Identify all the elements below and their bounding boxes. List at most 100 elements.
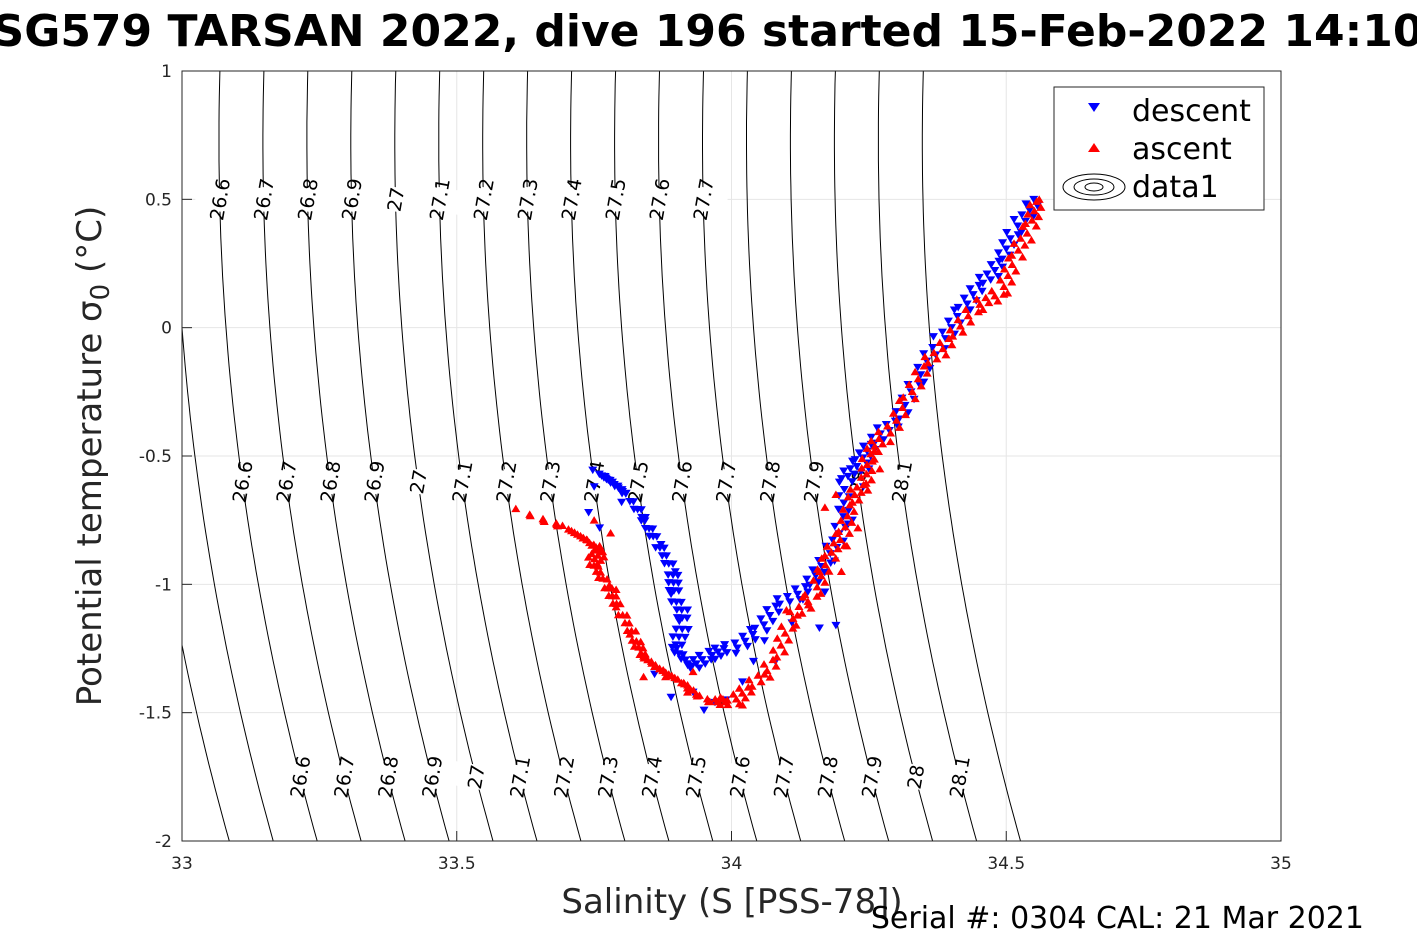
ascent-point bbox=[852, 482, 862, 491]
contour-label-bg bbox=[193, 183, 246, 216]
ascent-point bbox=[744, 675, 754, 684]
descent-point bbox=[808, 566, 818, 574]
ascent-point bbox=[966, 317, 976, 326]
ascent-point bbox=[716, 693, 726, 701]
descent-point bbox=[850, 456, 860, 464]
ascent-point bbox=[829, 538, 839, 547]
y-tick-label: -1 bbox=[155, 575, 172, 595]
ascent-point bbox=[853, 523, 863, 532]
contour-label-bg bbox=[700, 465, 752, 498]
contour-label-bg bbox=[633, 183, 685, 216]
descent-point bbox=[731, 649, 741, 658]
contour-label-bg bbox=[845, 760, 898, 793]
ascent-point bbox=[1018, 252, 1028, 261]
contour-label-bg bbox=[677, 183, 729, 216]
descent-point bbox=[1001, 245, 1011, 253]
contour-label-bg bbox=[216, 465, 268, 498]
descent-point bbox=[986, 276, 996, 284]
descent-point bbox=[694, 651, 704, 660]
ascent-point bbox=[604, 591, 614, 600]
ascent-point bbox=[866, 475, 876, 484]
x-axis-ticks: 33 33.5 34 34.5 35 bbox=[171, 831, 1292, 874]
contour-label-bg bbox=[406, 760, 458, 793]
ascent-point bbox=[563, 525, 573, 533]
ascent-point bbox=[683, 688, 693, 696]
ascent-point bbox=[990, 291, 1000, 300]
ascent-point bbox=[771, 662, 781, 670]
ascent-point bbox=[863, 486, 873, 494]
ascent-point bbox=[840, 522, 850, 531]
ascent-point bbox=[820, 560, 830, 569]
descent-point bbox=[674, 633, 684, 642]
descent-point bbox=[847, 478, 857, 486]
ascent-point bbox=[816, 571, 826, 580]
descent-point bbox=[720, 641, 730, 649]
ascent-point bbox=[589, 516, 599, 524]
ascent-point bbox=[833, 544, 843, 553]
ascent-point bbox=[772, 634, 782, 642]
descent-point bbox=[737, 678, 747, 686]
contour-label-bg bbox=[325, 183, 378, 216]
descent-point bbox=[1002, 229, 1012, 237]
y-tick-label: 0.5 bbox=[145, 190, 172, 210]
contour-label-bg bbox=[369, 183, 422, 216]
descent-point bbox=[839, 467, 849, 475]
ascent-point bbox=[945, 325, 955, 334]
ascent-point bbox=[650, 662, 660, 670]
ascent-point bbox=[776, 622, 786, 630]
descent-point bbox=[663, 571, 673, 579]
descent-point bbox=[730, 639, 740, 647]
descent-point bbox=[844, 506, 854, 515]
ascent-point bbox=[655, 664, 665, 673]
y-tick-label: -0.5 bbox=[139, 447, 172, 467]
ascent-point bbox=[882, 421, 892, 430]
descent-point bbox=[919, 378, 929, 387]
ascent-point bbox=[756, 677, 766, 686]
ascent-point bbox=[728, 690, 738, 698]
descent-point bbox=[1025, 206, 1035, 215]
descent-point bbox=[688, 656, 698, 664]
ascent-point bbox=[759, 660, 769, 668]
ascent-point bbox=[661, 668, 671, 676]
descent-point bbox=[774, 608, 784, 617]
contour-label-bg bbox=[625, 760, 678, 793]
ascent-point bbox=[844, 529, 854, 537]
ascent-point bbox=[870, 442, 880, 450]
ascent-point bbox=[958, 328, 968, 336]
ascent-point bbox=[822, 542, 832, 550]
ascent-point bbox=[1016, 234, 1026, 242]
ascent-point bbox=[842, 541, 852, 550]
descent-point bbox=[928, 344, 938, 352]
ascent-point bbox=[591, 567, 601, 575]
ascent-point bbox=[1003, 271, 1013, 279]
ascent-point bbox=[585, 560, 595, 569]
ascent-point bbox=[734, 684, 744, 692]
ascent-point bbox=[538, 514, 548, 523]
ascent-point bbox=[856, 473, 866, 481]
ascent-point bbox=[820, 551, 830, 560]
descent-point bbox=[668, 633, 678, 641]
ascent-point bbox=[776, 641, 786, 649]
ascent-point bbox=[923, 358, 933, 367]
ascent-point bbox=[639, 654, 649, 662]
contour-label-bg bbox=[494, 760, 546, 793]
ascent-point bbox=[1022, 229, 1032, 237]
descent-point bbox=[645, 532, 655, 541]
y-axis-ticks: -2 -1.5 -1 -0.5 0 0.5 1 bbox=[139, 62, 192, 852]
descent-point bbox=[925, 364, 935, 373]
ascent-point bbox=[781, 606, 791, 614]
descent-point bbox=[659, 559, 669, 568]
ascent-point bbox=[629, 642, 639, 650]
descent-point bbox=[843, 472, 853, 481]
ascent-point bbox=[929, 348, 939, 357]
contour-label-27: 27 bbox=[464, 763, 490, 791]
descent-point bbox=[667, 598, 677, 606]
descent-point bbox=[965, 285, 975, 293]
ascent-point bbox=[857, 454, 867, 463]
ascent-point bbox=[935, 338, 945, 346]
contour-label-27: 27 bbox=[406, 468, 432, 496]
ascent-point bbox=[873, 427, 883, 436]
contour-label-bg bbox=[875, 465, 928, 498]
descent-point bbox=[928, 333, 938, 341]
